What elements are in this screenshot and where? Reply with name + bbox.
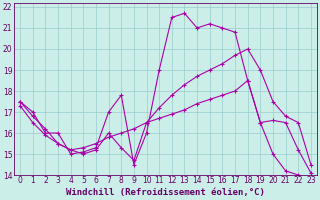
X-axis label: Windchill (Refroidissement éolien,°C): Windchill (Refroidissement éolien,°C) <box>66 188 265 197</box>
